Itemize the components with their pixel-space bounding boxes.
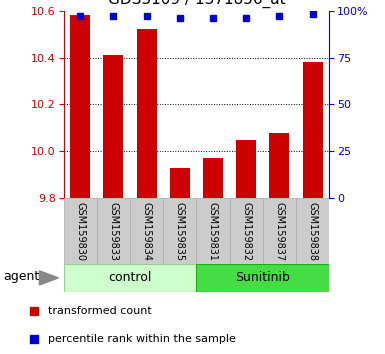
Bar xyxy=(229,198,263,264)
Text: percentile rank within the sample: percentile rank within the sample xyxy=(49,334,236,344)
Bar xyxy=(236,139,256,198)
Text: Sunitinib: Sunitinib xyxy=(235,272,290,284)
Bar xyxy=(203,158,223,198)
Text: GSM159830: GSM159830 xyxy=(75,201,85,261)
Text: control: control xyxy=(108,272,152,284)
Bar xyxy=(97,198,130,264)
Bar xyxy=(137,29,156,198)
Text: GSM159831: GSM159831 xyxy=(208,201,218,261)
Bar xyxy=(70,15,90,198)
Bar xyxy=(196,264,329,292)
Bar xyxy=(130,198,163,264)
Bar xyxy=(103,55,123,198)
Polygon shape xyxy=(39,271,59,285)
Text: GSM159838: GSM159838 xyxy=(308,201,318,261)
Bar xyxy=(303,62,323,198)
Bar xyxy=(263,198,296,264)
Text: GSM159833: GSM159833 xyxy=(108,201,118,261)
Bar xyxy=(163,198,196,264)
Bar xyxy=(196,198,229,264)
Title: GDS3109 / 1371856_at: GDS3109 / 1371856_at xyxy=(107,0,285,8)
Bar xyxy=(296,198,329,264)
Text: GSM159834: GSM159834 xyxy=(142,201,152,261)
Bar xyxy=(170,168,190,198)
Text: GSM159835: GSM159835 xyxy=(175,201,185,261)
Text: GSM159832: GSM159832 xyxy=(241,201,251,261)
Text: agent: agent xyxy=(3,270,39,283)
Bar xyxy=(64,264,196,292)
Bar xyxy=(270,133,290,198)
Text: GSM159837: GSM159837 xyxy=(275,201,285,261)
Bar xyxy=(64,198,97,264)
Text: transformed count: transformed count xyxy=(49,306,152,316)
